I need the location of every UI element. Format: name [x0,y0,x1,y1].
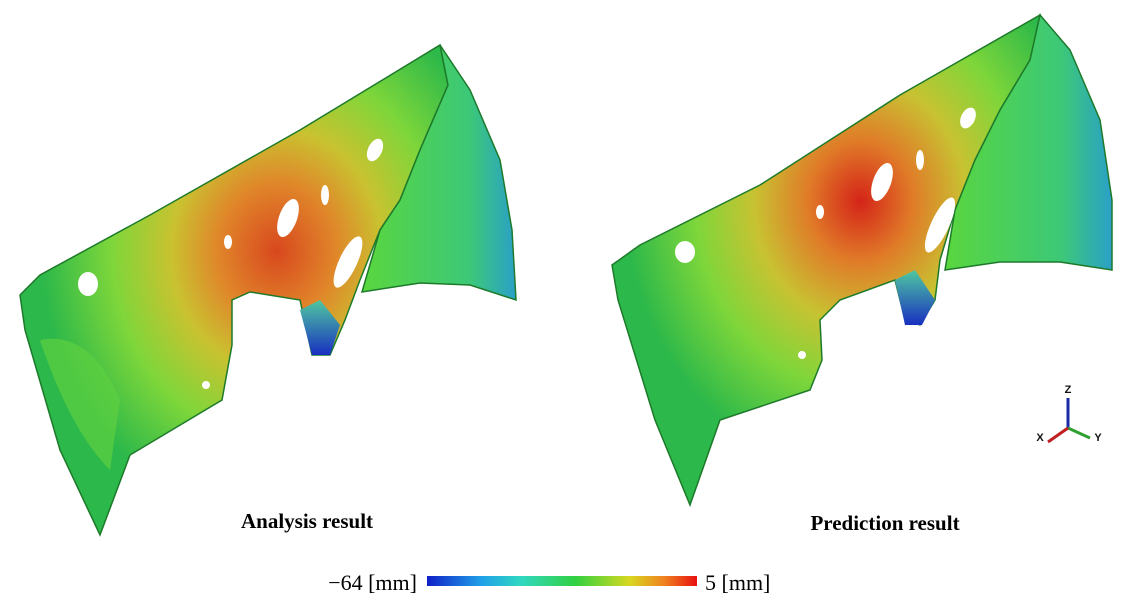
axis-label: Y [1094,432,1102,444]
axis-label: X [1036,432,1044,444]
axes-triad: Z X Y [1036,384,1102,444]
prediction-model [611,13,1113,508]
colorbar-min-label: −64 [mm] [328,570,417,595]
colorbar [427,576,697,586]
holes [78,138,384,389]
colorbar-max-label: 5 [mm] [705,570,770,595]
caption: Prediction result [810,511,959,535]
axis-label: Z [1065,384,1072,396]
analysis-model [19,43,517,537]
holes [675,107,976,359]
caption: Analysis result [241,509,373,533]
